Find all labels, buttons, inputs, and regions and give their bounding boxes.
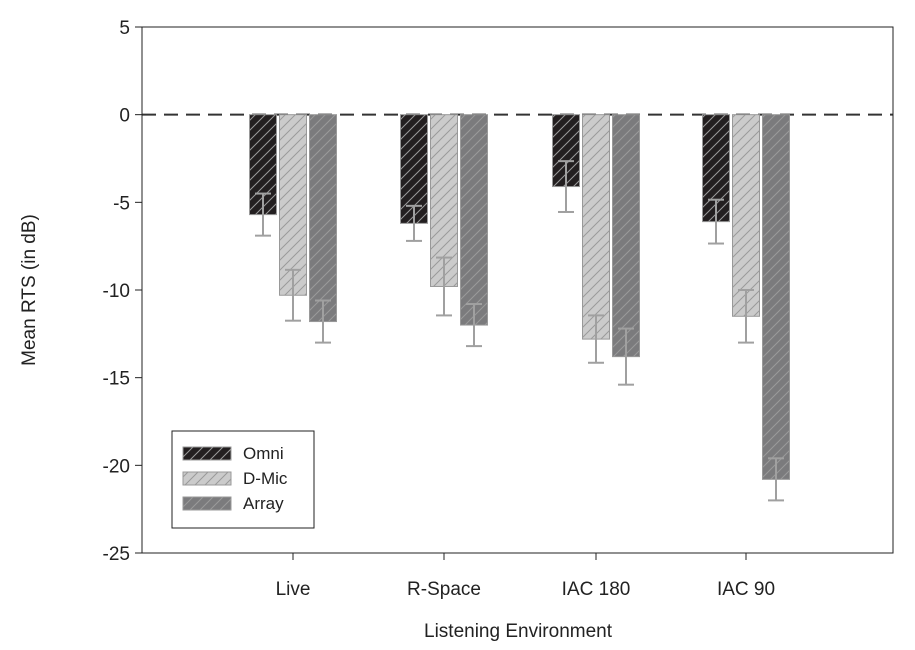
y-tick-label: 0 xyxy=(119,106,130,127)
x-tick-label: IAC 90 xyxy=(717,579,775,600)
y-tick-label: -25 xyxy=(103,544,130,565)
legend-label: D-Mic xyxy=(243,469,288,488)
y-tick-label: -15 xyxy=(103,369,130,390)
y-tick-label: -10 xyxy=(103,281,130,302)
x-tick-label: IAC 180 xyxy=(562,579,631,600)
bar-hatch xyxy=(762,114,790,480)
legend-swatch-hatch xyxy=(183,497,231,510)
legend-swatch-hatch xyxy=(183,447,231,460)
bar-hatch xyxy=(732,114,760,317)
bar-hatch xyxy=(460,114,488,326)
legend-label: Array xyxy=(243,494,284,513)
x-tick-label: R-Space xyxy=(407,579,481,600)
legend-label: Omni xyxy=(243,444,284,463)
y-axis-label: Mean RTS (in dB) xyxy=(19,214,40,366)
x-tick-label: Live xyxy=(276,579,311,600)
x-axis-label: Listening Environment xyxy=(424,621,613,642)
y-tick-label: -5 xyxy=(113,193,130,214)
y-tick-label: 5 xyxy=(119,18,130,39)
bars-layer xyxy=(142,113,893,502)
y-tick-label: -20 xyxy=(103,456,130,477)
bar-hatch xyxy=(582,114,610,340)
legend: Omni D-Mic Array xyxy=(171,430,315,529)
axes-layer: 5 0 -5 -10 -15 -20 -25 Live R-Space IAC 180 IAC 90 xyxy=(103,18,894,600)
legend-swatch-hatch xyxy=(183,472,231,485)
bar-hatch xyxy=(309,114,337,322)
bar-hatch xyxy=(612,114,640,357)
bar-hatch xyxy=(279,114,307,296)
